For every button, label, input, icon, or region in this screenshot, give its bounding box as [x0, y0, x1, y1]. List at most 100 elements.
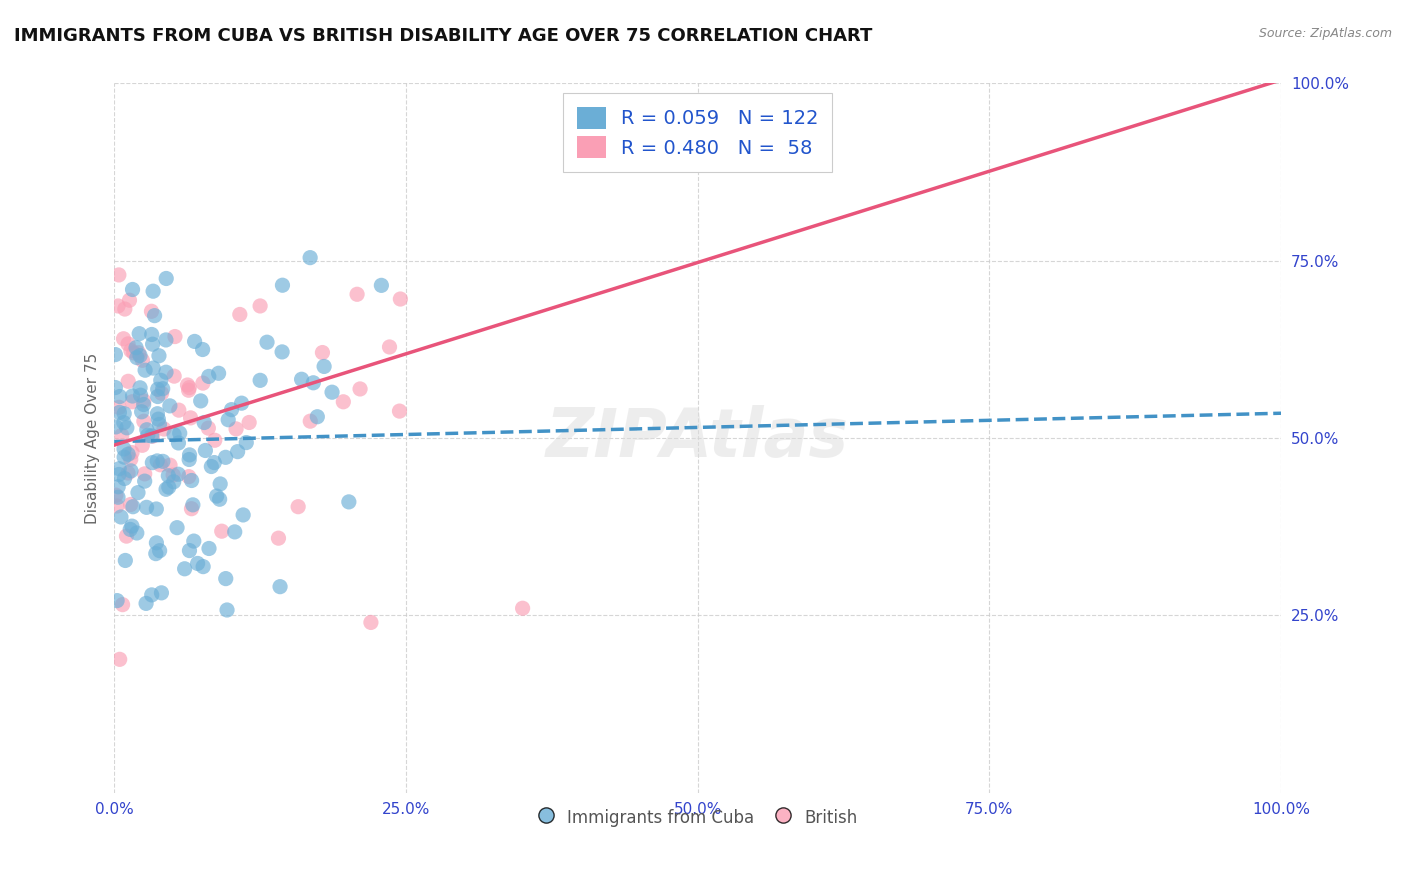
- Point: [180, 474, 202, 488]
- Point: [149, 458, 172, 472]
- Point: [370, 278, 392, 293]
- Point: [104, 488, 127, 502]
- Point: [112, 450, 135, 464]
- Text: Source: ZipAtlas.com: Source: ZipAtlas.com: [1258, 27, 1392, 40]
- Point: [349, 382, 371, 396]
- Point: [121, 389, 143, 403]
- Point: [157, 468, 180, 483]
- Point: [167, 467, 190, 482]
- Point: [148, 417, 170, 432]
- Point: [121, 445, 143, 459]
- Point: [162, 468, 184, 483]
- Point: [209, 477, 232, 491]
- Point: [215, 603, 238, 617]
- Point: [108, 652, 131, 666]
- Point: [108, 461, 131, 475]
- Point: [121, 394, 143, 409]
- Point: [225, 422, 247, 436]
- Point: [111, 598, 134, 612]
- Point: [155, 365, 177, 379]
- Point: [120, 498, 142, 512]
- Point: [128, 326, 150, 341]
- Point: [269, 580, 291, 594]
- Point: [105, 499, 128, 513]
- Point: [108, 390, 131, 404]
- Point: [146, 390, 169, 404]
- Point: [107, 480, 129, 494]
- Point: [141, 327, 163, 342]
- Point: [129, 388, 152, 402]
- Point: [183, 534, 205, 549]
- Point: [134, 474, 156, 488]
- Point: [177, 383, 200, 397]
- Point: [132, 398, 155, 412]
- Point: [378, 340, 401, 354]
- Point: [346, 287, 368, 301]
- Point: [132, 414, 155, 428]
- Point: [166, 521, 188, 535]
- Point: [249, 373, 271, 387]
- Point: [194, 443, 217, 458]
- Point: [191, 559, 214, 574]
- Point: [155, 271, 177, 285]
- Point: [187, 557, 209, 571]
- Text: IMMIGRANTS FROM CUBA VS BRITISH DISABILITY AGE OVER 75 CORRELATION CHART: IMMIGRANTS FROM CUBA VS BRITISH DISABILI…: [14, 27, 873, 45]
- Point: [125, 351, 148, 365]
- Point: [117, 466, 139, 480]
- Point: [191, 376, 214, 390]
- Point: [163, 369, 186, 384]
- Point: [388, 404, 411, 418]
- Point: [134, 467, 156, 481]
- Point: [208, 492, 231, 507]
- Point: [108, 401, 131, 415]
- Point: [235, 435, 257, 450]
- Point: [120, 343, 142, 358]
- Point: [120, 464, 142, 478]
- Point: [221, 402, 243, 417]
- Point: [129, 349, 152, 363]
- Point: [121, 283, 143, 297]
- Point: [141, 588, 163, 602]
- Point: [121, 519, 143, 533]
- Point: [112, 332, 135, 346]
- Point: [217, 413, 239, 427]
- Point: [226, 444, 249, 458]
- Point: [180, 410, 202, 425]
- Point: [152, 454, 174, 468]
- Point: [117, 374, 139, 388]
- Point: [146, 407, 169, 421]
- Point: [115, 529, 138, 543]
- Point: [232, 508, 254, 522]
- Point: [179, 543, 201, 558]
- Point: [214, 450, 236, 465]
- Point: [125, 526, 148, 541]
- Point: [145, 547, 167, 561]
- Point: [177, 469, 200, 483]
- Point: [105, 593, 128, 607]
- Point: [176, 378, 198, 392]
- Point: [146, 454, 169, 468]
- Point: [183, 334, 205, 349]
- Point: [145, 502, 167, 516]
- Point: [122, 500, 145, 514]
- Point: [291, 372, 314, 386]
- Point: [193, 416, 215, 430]
- Point: [271, 278, 294, 293]
- Point: [142, 337, 165, 351]
- Point: [271, 345, 294, 359]
- Point: [108, 467, 131, 482]
- Point: [114, 301, 136, 316]
- Point: [215, 572, 238, 586]
- Point: [163, 427, 186, 442]
- Point: [128, 345, 150, 359]
- Point: [167, 436, 190, 450]
- Point: [302, 376, 325, 390]
- Point: [249, 299, 271, 313]
- Point: [337, 495, 360, 509]
- Point: [299, 251, 322, 265]
- Point: [229, 308, 252, 322]
- Point: [180, 501, 202, 516]
- Point: [135, 423, 157, 437]
- Point: [104, 420, 127, 434]
- Point: [307, 409, 329, 424]
